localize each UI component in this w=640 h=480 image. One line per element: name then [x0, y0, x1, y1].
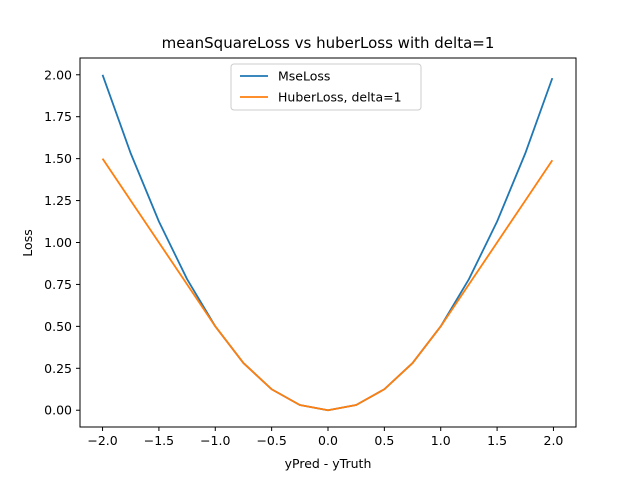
x-tick-label: 2.0: [544, 433, 564, 448]
x-tick-label: 0.0: [318, 433, 338, 448]
y-tick-label: 2.00: [44, 67, 72, 82]
axis-ticks: −2.0 −1.5 −1.0 −0.5 0.0 0.5 1.0 1.5 2.0 0.00 0.25 0…: [44, 67, 563, 448]
legend-label-mse: MseLoss: [278, 69, 330, 84]
y-tick-label: 1.00: [44, 235, 72, 250]
x-tick-label: 1.0: [431, 433, 451, 448]
y-tick-label: 1.25: [44, 193, 72, 208]
x-axis-label: yPred - yTruth: [285, 456, 372, 471]
legend-frame: [230, 63, 422, 111]
y-tick-label: 0.50: [44, 319, 72, 334]
x-tick-label: −0.5: [256, 433, 286, 448]
x-tick-label: 1.5: [487, 433, 507, 448]
series-line-0: [101, 74, 554, 412]
legend-label-huber: HuberLoss, delta=1: [278, 90, 402, 105]
y-tick-label: 1.75: [44, 109, 72, 124]
y-axis-label: Loss: [20, 229, 35, 256]
y-tick-label: 0.25: [44, 361, 72, 376]
plot-area: [79, 57, 577, 428]
axes-frame: [79, 57, 577, 428]
y-tick-label: 0.75: [44, 277, 72, 292]
series-line-1: [101, 158, 554, 412]
chart-title: meanSquareLoss vs huberLoss with delta=1: [162, 34, 495, 52]
x-tick-label: 0.5: [374, 433, 394, 448]
legend: MseLoss HuberLoss, delta=1: [230, 63, 422, 111]
x-tick-label: −1.0: [200, 433, 230, 448]
x-tick-label: −1.5: [144, 433, 174, 448]
y-tick-label: 1.50: [44, 151, 72, 166]
y-tick-label: 0.00: [44, 403, 72, 418]
x-tick-label: −2.0: [87, 433, 117, 448]
